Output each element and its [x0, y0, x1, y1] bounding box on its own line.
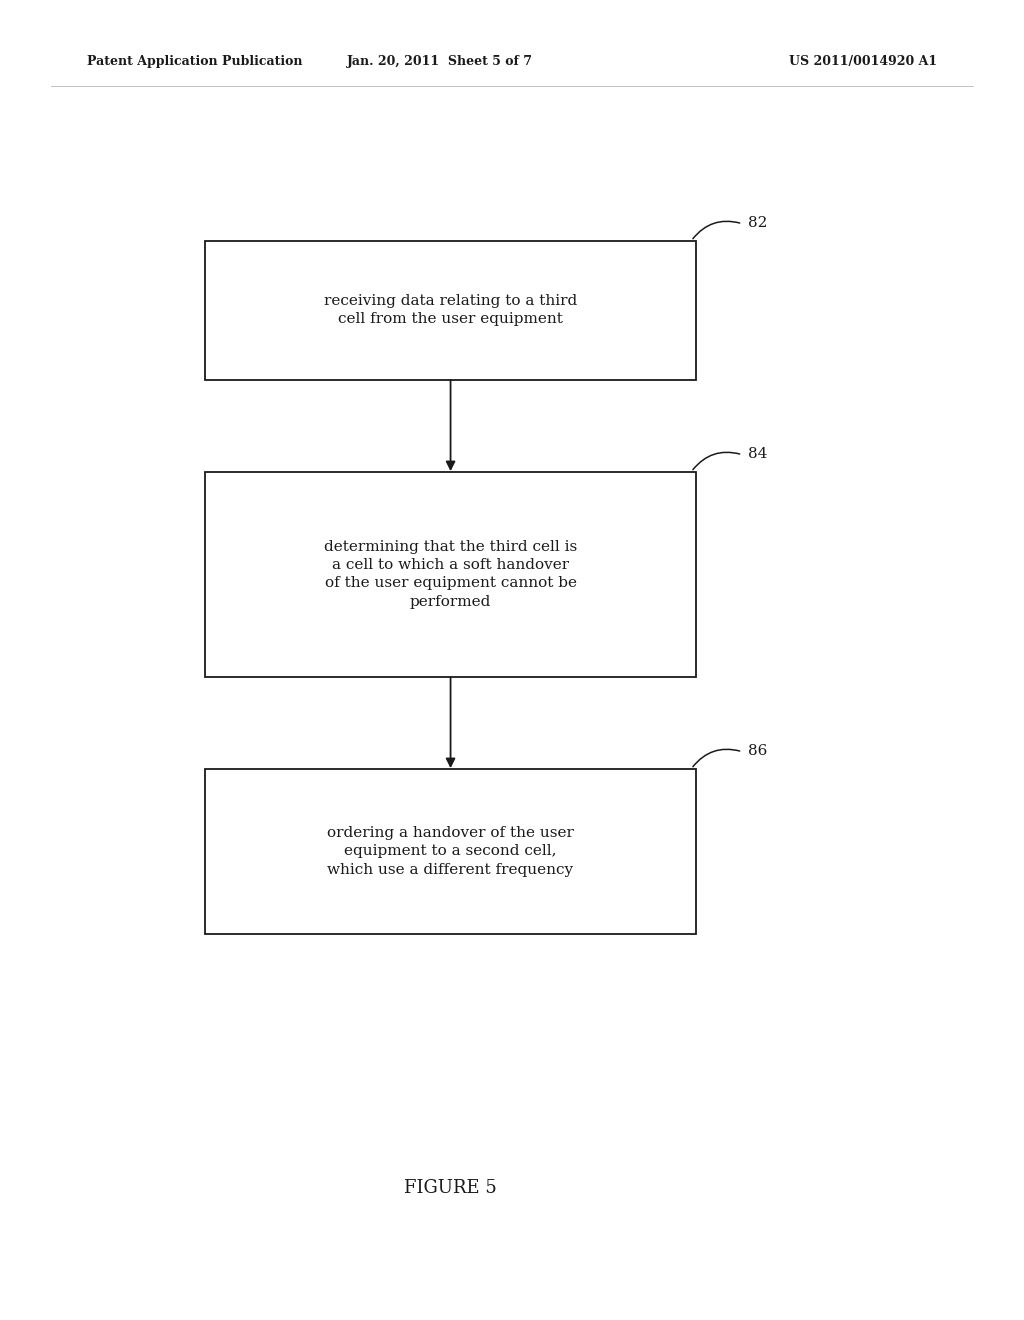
Bar — [205, 242, 696, 380]
Bar — [205, 768, 696, 935]
Text: Jan. 20, 2011  Sheet 5 of 7: Jan. 20, 2011 Sheet 5 of 7 — [347, 55, 534, 69]
Text: determining that the third cell is
a cell to which a soft handover
of the user e: determining that the third cell is a cel… — [324, 540, 578, 609]
Text: 84: 84 — [748, 447, 767, 462]
Bar — [205, 473, 696, 677]
Text: US 2011/0014920 A1: US 2011/0014920 A1 — [788, 55, 937, 69]
Text: 86: 86 — [748, 744, 767, 758]
Text: 82: 82 — [748, 216, 767, 230]
Text: Patent Application Publication: Patent Application Publication — [87, 55, 302, 69]
Text: ordering a handover of the user
equipment to a second cell,
which use a differen: ordering a handover of the user equipmen… — [327, 826, 574, 876]
Text: FIGURE 5: FIGURE 5 — [404, 1179, 497, 1197]
Text: receiving data relating to a third
cell from the user equipment: receiving data relating to a third cell … — [324, 294, 578, 326]
